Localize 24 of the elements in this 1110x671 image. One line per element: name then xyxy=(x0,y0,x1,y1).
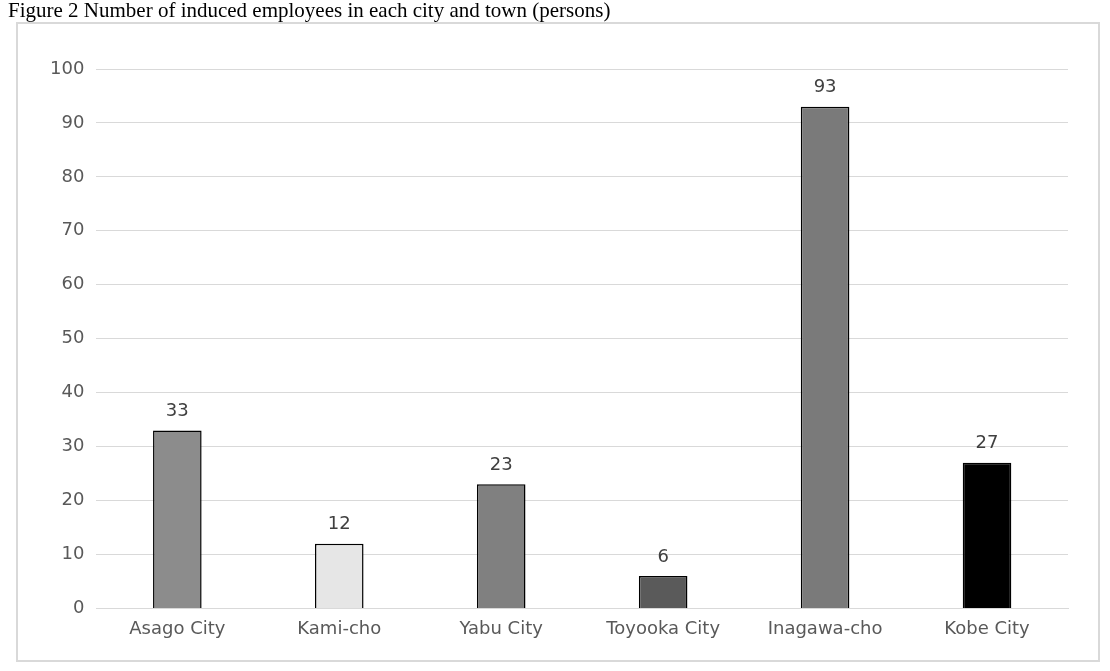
y-tick-label: 70 xyxy=(61,218,85,240)
y-tick-label: 10 xyxy=(61,542,85,564)
y-tick-label: 100 xyxy=(50,56,85,78)
data-label: 6 xyxy=(657,544,669,566)
x-tick-label: Asago City xyxy=(129,616,226,638)
y-tick-label: 80 xyxy=(61,164,85,186)
x-tick-label: Toyooka City xyxy=(605,616,721,638)
y-tick-label: 20 xyxy=(61,488,85,510)
data-label: 27 xyxy=(975,431,999,453)
data-label: 12 xyxy=(327,512,351,534)
x-tick-label: Yabu City xyxy=(458,616,544,638)
y-tick-label: 90 xyxy=(61,110,85,132)
y-tick-label: 0 xyxy=(72,596,85,618)
y-tick-label: 30 xyxy=(61,434,85,456)
data-label: 33 xyxy=(165,399,189,421)
y-tick-label: 60 xyxy=(61,272,85,294)
data-label: 93 xyxy=(813,75,837,97)
x-tick-label: Inagawa-cho xyxy=(767,616,883,638)
x-tick-label: Kobe City xyxy=(944,616,1031,638)
data-label: 23 xyxy=(489,453,513,475)
y-tick-label: 40 xyxy=(61,380,85,402)
chart-title: Figure 2 Number of induced employees in each city and town (persons) xyxy=(8,0,612,22)
x-tick-label: Kami-cho xyxy=(297,616,382,638)
y-tick-label: 50 xyxy=(61,326,85,348)
